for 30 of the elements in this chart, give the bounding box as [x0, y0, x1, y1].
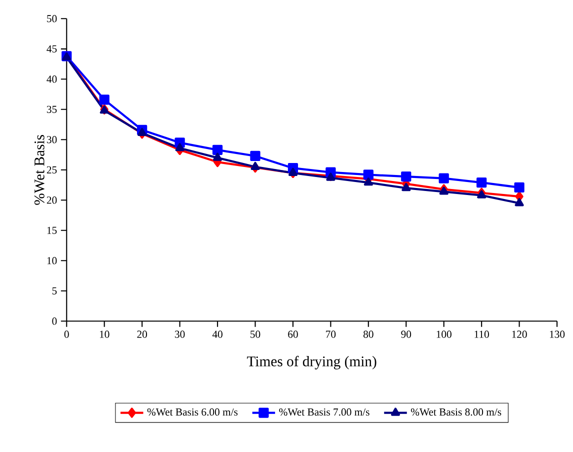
y-tick-label: 15 [47, 226, 57, 234]
y-axis-title: %Wet Basis [34, 135, 44, 205]
y-tick-label: 40 [46, 76, 57, 83]
x-tick-label: 60 [288, 330, 298, 338]
y-tick-label: 0 [52, 318, 57, 325]
y-tick-label: 20 [46, 196, 57, 204]
y-tick-label: 35 [46, 106, 57, 114]
x-tick-label: 120 [512, 330, 527, 338]
x-tick-label: 10 [100, 330, 110, 338]
x-tick-label: 30 [174, 330, 185, 338]
legend-label: %Wet Basis 6.00 m/s [147, 408, 238, 416]
legend-label: %Wet Basis 8.00 m/s [410, 408, 502, 416]
x-tick-label: 80 [363, 330, 374, 338]
x-tick-label: 20 [137, 330, 148, 338]
legend-label: %Wet Basis 7.00 m/s [279, 408, 370, 416]
x-tick-label: 110 [474, 330, 489, 338]
y-tick-label: 5 [52, 287, 57, 295]
x-tick-label: 100 [436, 330, 452, 338]
x-axis-title: Times of drying (min) [247, 356, 376, 370]
x-tick-label: 40 [212, 330, 222, 338]
x-tick-label: 50 [250, 330, 260, 338]
x-tick-label: 0 [64, 330, 69, 338]
y-tick-label: 10 [47, 257, 57, 264]
y-tick-label: 45 [46, 45, 57, 53]
x-tick-label: 130 [550, 330, 565, 338]
x-tick-label: 70 [326, 330, 336, 338]
x-tick-label: 90 [401, 330, 412, 338]
y-tick-label: 25 [46, 166, 57, 174]
y-tick-label: 50 [47, 15, 57, 22]
y-tick-label: 30 [46, 136, 57, 144]
